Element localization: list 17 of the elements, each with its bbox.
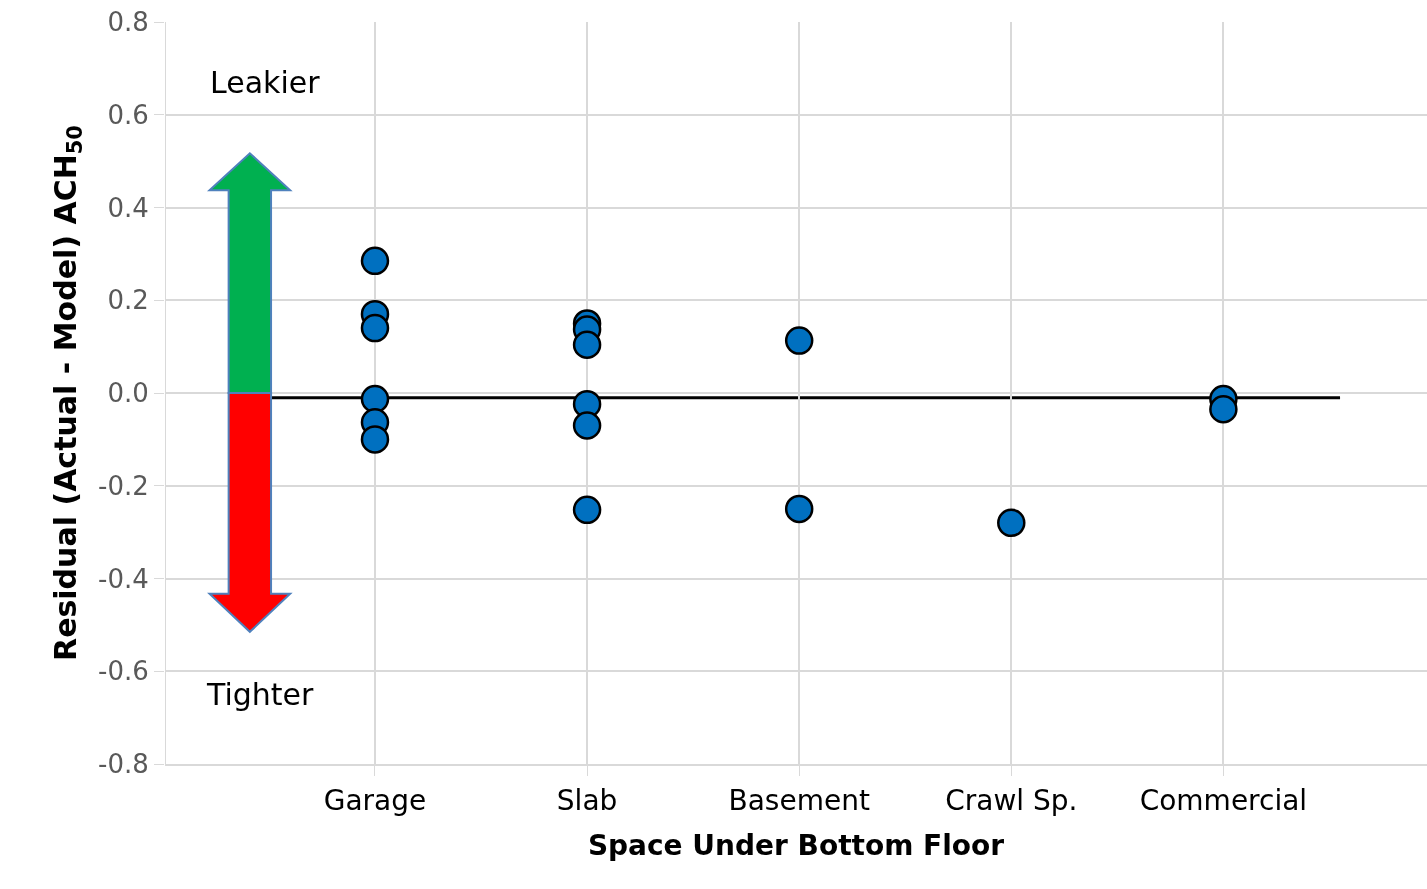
y-tick-label: -0.8	[98, 749, 149, 780]
annotation: Leakier	[210, 65, 321, 100]
y-tick-label: 0.8	[107, 7, 149, 38]
x-axis-title: Space Under Bottom Floor	[587, 829, 1005, 863]
y-tick-label: 0.4	[107, 192, 149, 223]
y-tick-label: -0.6	[98, 656, 149, 687]
y-tick-label: -0.2	[98, 470, 149, 501]
y-tick-label: 0.0	[107, 378, 149, 409]
x-tick-label: Crawl Sp.	[945, 783, 1078, 817]
x-tick-label: Commercial	[1139, 783, 1308, 817]
x-tick-label: Slab	[556, 783, 618, 817]
y-tick-label: 0.6	[107, 99, 149, 130]
x-tick-label: Garage	[323, 783, 427, 817]
y-tick-label: 0.2	[107, 285, 149, 316]
x-tick-label: Basement	[728, 783, 870, 817]
annotation: Tighter	[206, 677, 315, 712]
y-tick-label: -0.4	[98, 563, 149, 594]
